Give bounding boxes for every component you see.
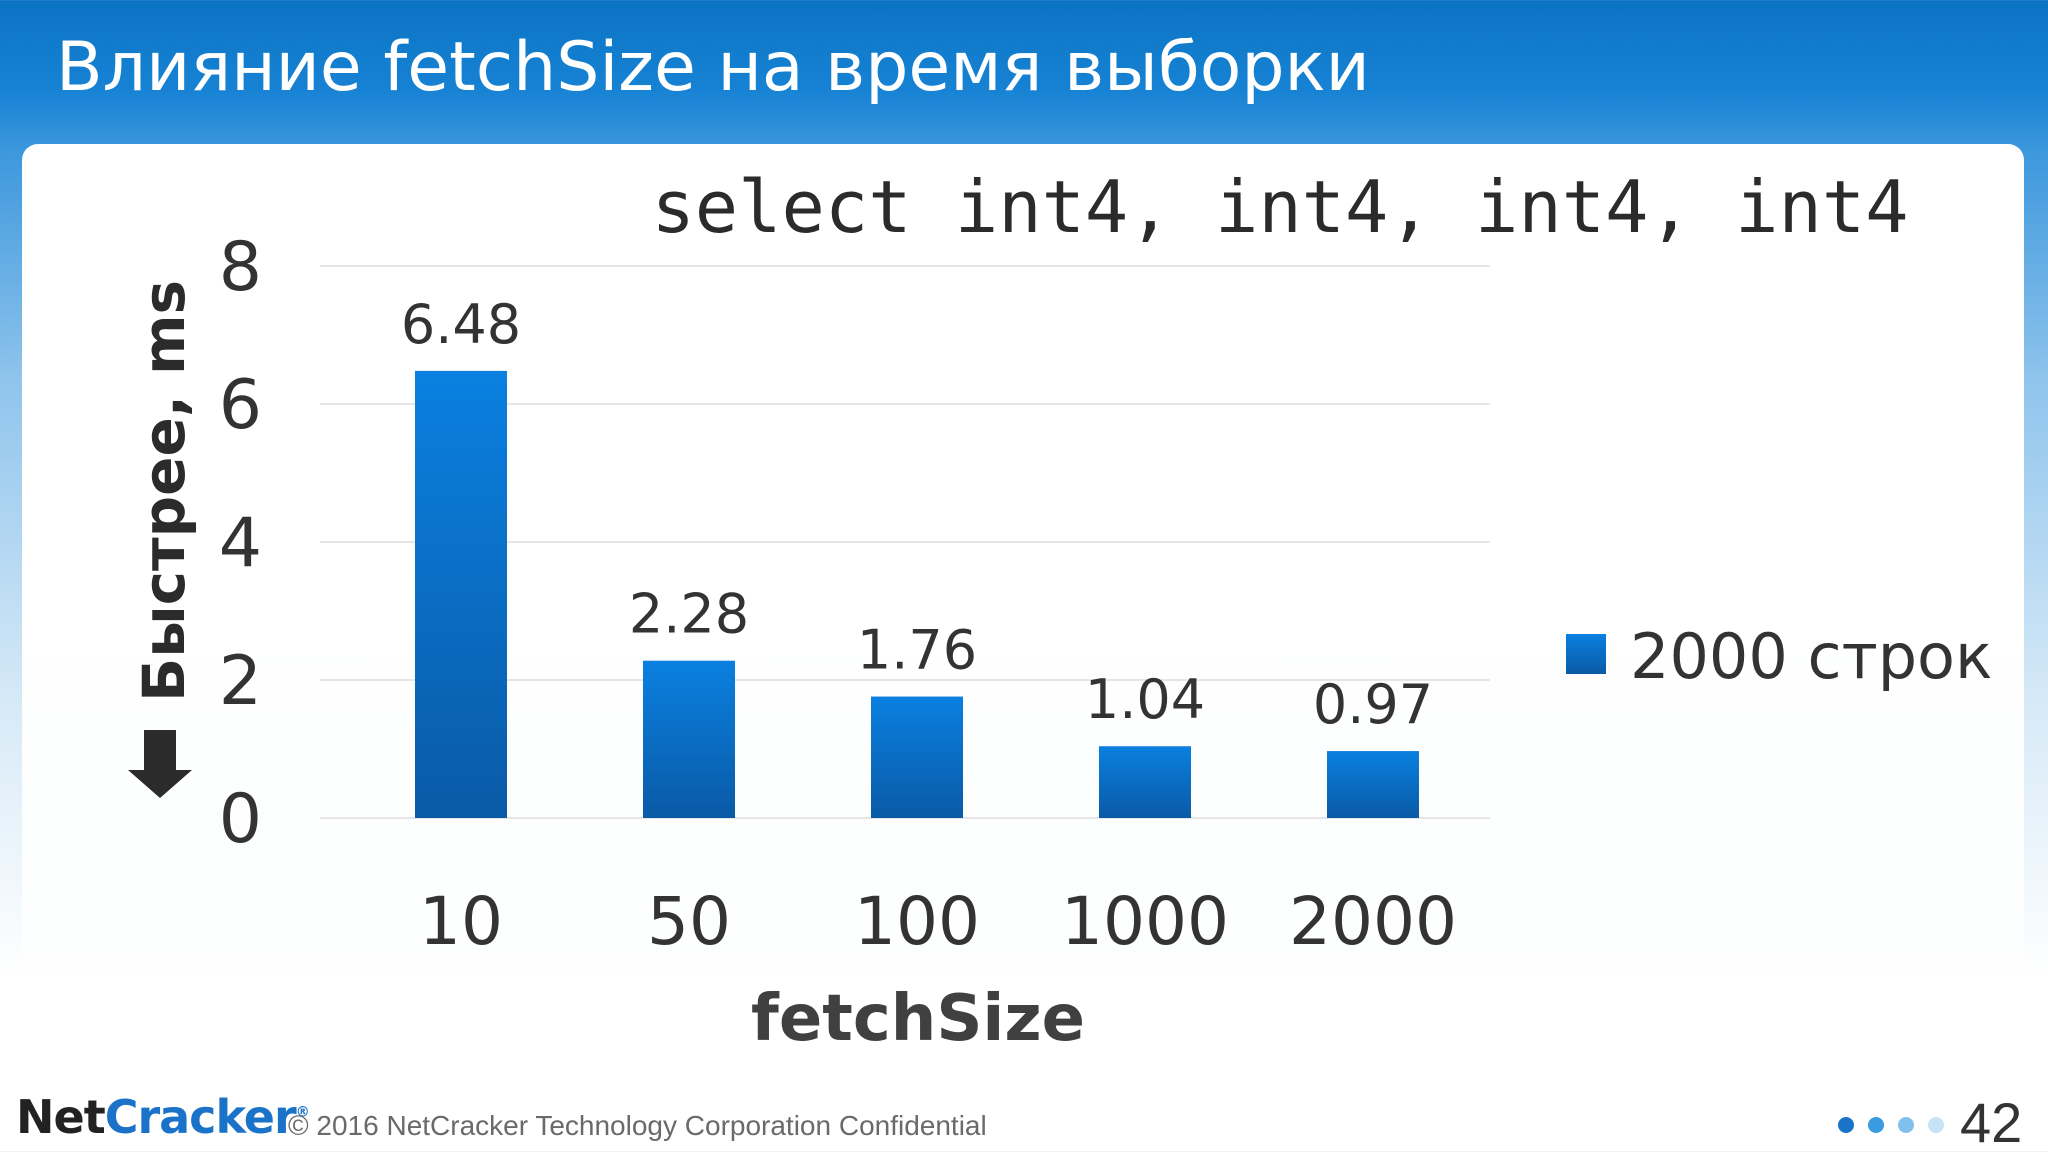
progress-dot	[1928, 1117, 1944, 1133]
legend: 2000 строк	[1566, 620, 1992, 693]
down-arrow-icon	[128, 730, 192, 798]
slide-title: Влияние fetchSize на время выборки	[56, 28, 1370, 107]
chart-title: select int4, int4, int4, int4	[651, 165, 1908, 249]
y-axis-label-group: Быстрее, ms	[128, 280, 198, 798]
x-axis-label: fetchSize	[751, 982, 1085, 1056]
x-tick-label-100: 100	[854, 883, 980, 960]
progress-dot	[1868, 1117, 1884, 1133]
x-tick-label-1000: 1000	[1061, 883, 1229, 960]
footer-copyright: © 2016 NetCracker Technology Corporation…	[288, 1110, 987, 1141]
data-labels: 6.48 2.28 1.76 1.04 0.97	[401, 293, 1433, 736]
chart-panel	[22, 144, 2024, 1044]
y-tick-label: 6	[219, 366, 262, 445]
data-label-1000: 1.04	[1085, 668, 1205, 731]
progress-dots	[1838, 1117, 1944, 1133]
bar-1000	[1099, 746, 1191, 818]
y-tick-label: 0	[219, 780, 262, 859]
bars	[415, 370, 1419, 818]
x-tick-label-2000: 2000	[1289, 883, 1457, 960]
y-axis-ticks: 0 2 4 6 8	[219, 228, 262, 859]
data-label-2000: 0.97	[1313, 673, 1433, 736]
legend-label: 2000 строк	[1630, 620, 1992, 693]
y-tick-label: 8	[219, 228, 262, 307]
x-tick-label-10: 10	[419, 883, 503, 960]
bar-100	[871, 696, 963, 818]
legend-swatch	[1566, 634, 1606, 674]
bar-50	[643, 660, 735, 818]
y-axis-label: Быстрее, ms	[130, 280, 198, 702]
progress-dot	[1838, 1117, 1854, 1133]
page-number: 42	[1960, 1091, 2023, 1152]
data-label-10: 6.48	[401, 293, 521, 356]
x-tick-label-50: 50	[647, 883, 731, 960]
y-tick-label: 2	[219, 642, 262, 721]
data-label-50: 2.28	[629, 583, 749, 646]
progress-dot	[1898, 1117, 1914, 1133]
y-tick-label: 4	[219, 504, 262, 583]
data-label-100: 1.76	[857, 619, 977, 682]
bar-10	[415, 370, 507, 818]
netcracker-logo: NetCracker®	[16, 1090, 310, 1144]
x-axis-ticks: 10 50 100 1000 2000	[419, 883, 1457, 960]
bar-2000	[1327, 751, 1419, 818]
